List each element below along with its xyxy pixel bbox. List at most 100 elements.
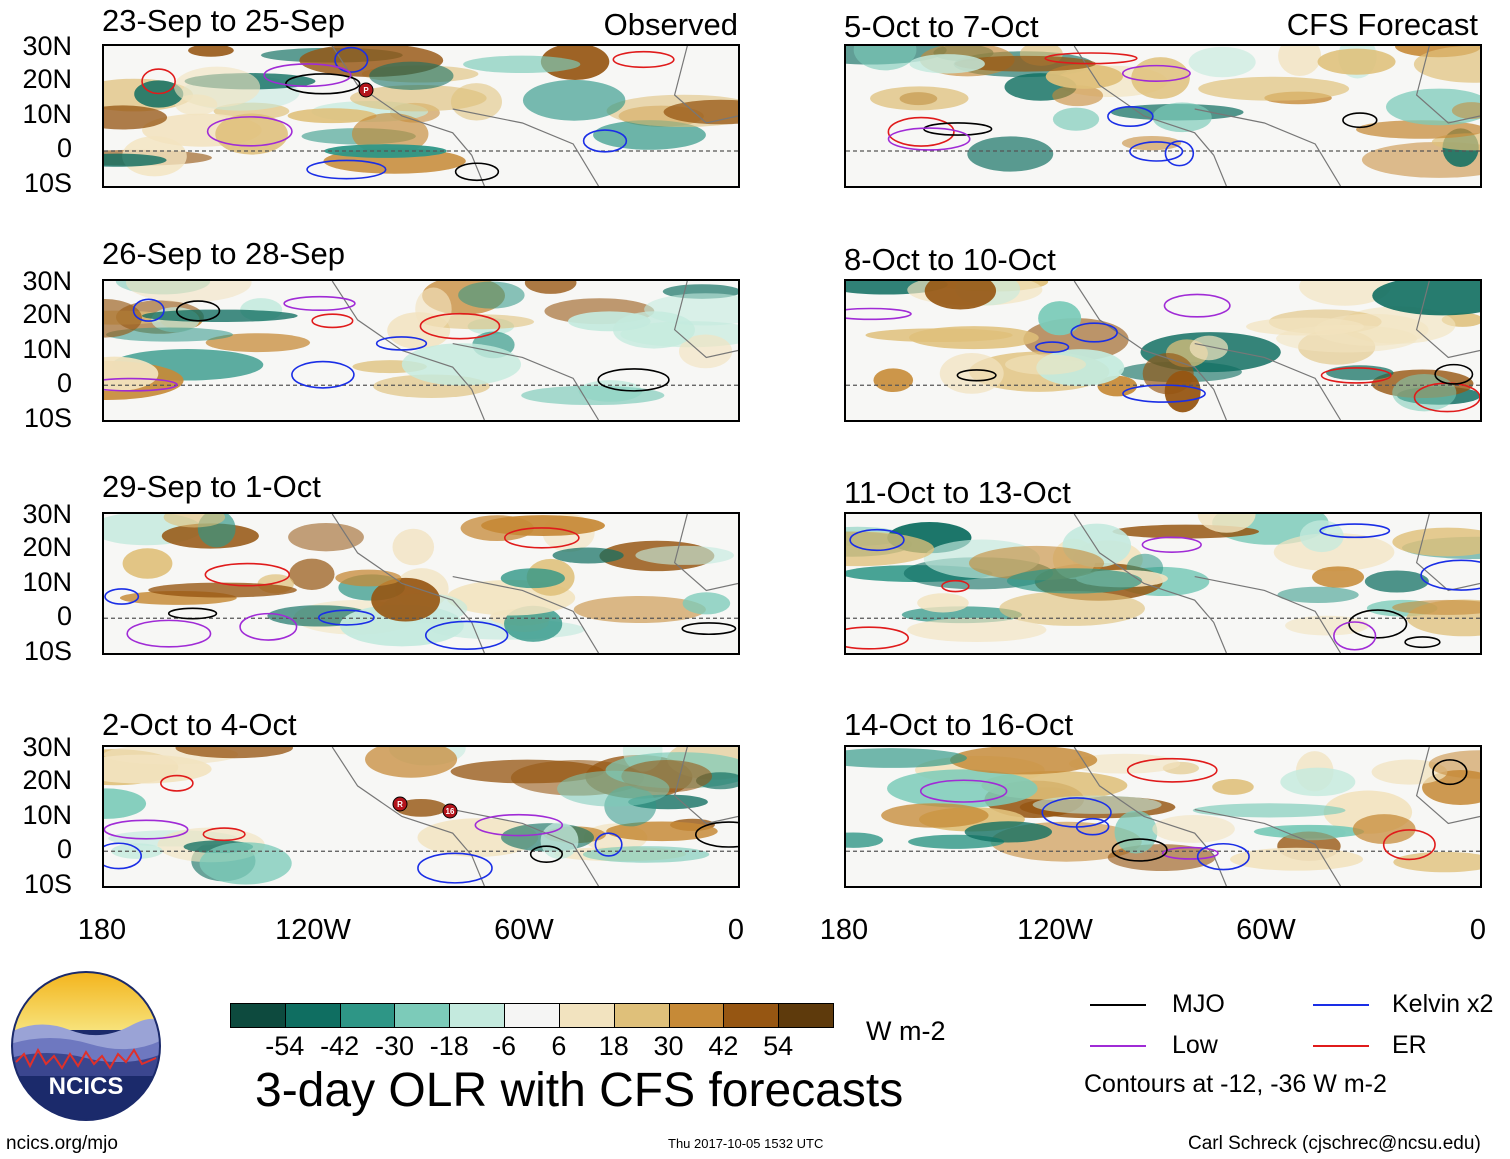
wave-contour: [1075, 817, 1110, 836]
wave-contour: [424, 620, 509, 650]
olr-anomaly-blob: [1393, 851, 1480, 873]
olr-anomaly-blob: [392, 528, 435, 566]
map-panel[interactable]: [102, 512, 740, 655]
map-panel[interactable]: R 16: [102, 745, 740, 888]
olr-anomaly-blob: [1152, 102, 1212, 133]
legend-mjo-label: MJO: [1172, 990, 1225, 1018]
lon-label: 120W: [275, 914, 351, 946]
olr-anomaly-blob: [1006, 568, 1143, 594]
wave-contour: [846, 626, 910, 650]
colorbar-label: 6: [551, 1031, 567, 1061]
olr-anomaly-blob: [1038, 301, 1082, 336]
olr-anomaly-blob: [1121, 135, 1182, 151]
olr-anomaly-blob: [522, 79, 626, 121]
wave-contour: [126, 619, 212, 648]
olr-anomaly-blob: [1198, 76, 1350, 101]
wave-contour: [1382, 829, 1436, 861]
wave-contour: [681, 622, 737, 636]
olr-anomaly-blob: [1197, 514, 1256, 533]
wave-contour: [334, 46, 369, 73]
map-panel[interactable]: [844, 512, 1482, 655]
olr-anomaly-blob: [1246, 317, 1365, 336]
lat-label: 10S: [23, 168, 72, 198]
olr-anomaly-blob: [887, 769, 1038, 808]
olr-anomaly-blob: [568, 311, 651, 332]
wave-contour: [941, 579, 970, 593]
olr-map: [104, 514, 738, 653]
wave-contour: [104, 588, 140, 605]
olr-anomaly-blob: [1392, 599, 1480, 615]
olr-anomaly-blob: [1212, 778, 1254, 795]
panel-title: 5-Oct to 7-Oct: [844, 9, 1039, 44]
olr-anomaly-blob: [106, 327, 233, 342]
wave-contour: [175, 300, 221, 322]
olr-anomaly-blob: [907, 617, 1047, 642]
wave-contour: [1342, 112, 1378, 129]
lat-label: 0: [56, 133, 72, 164]
olr-anomaly-blob: [463, 55, 581, 74]
wave-contour: [1107, 105, 1154, 128]
olr-anomaly-blob: [365, 747, 458, 778]
wave-contour: [1035, 341, 1070, 354]
coastline: [1073, 281, 1480, 420]
olr-anomaly-blob: [1372, 281, 1480, 316]
olr-anomaly-blob: [104, 788, 147, 819]
footer-timestamp: Thu 2017-10-05 1532 UTC: [668, 1136, 824, 1151]
colorbar-label: -30: [374, 1031, 414, 1061]
colorbar-swatch: [230, 1003, 286, 1028]
map-panel[interactable]: [102, 279, 740, 422]
colorbar-label: 54: [763, 1031, 794, 1061]
olr-anomaly-blob: [417, 818, 539, 857]
olr-map: [846, 514, 1480, 653]
wave-contour: [474, 813, 564, 837]
wave-contour: [1161, 846, 1219, 860]
lon-label: 0: [727, 914, 745, 946]
colorbar-units: W m-2: [866, 1016, 946, 1046]
map-panel[interactable]: [844, 44, 1482, 188]
olr-anomaly-blob: [950, 747, 1098, 775]
olr-anomaly-blob: [500, 568, 565, 589]
map-panel[interactable]: P: [102, 44, 740, 188]
footer-author: Carl Schreck (cjschrec@ncsu.edu): [1188, 1133, 1481, 1154]
colorbar-swatch: [668, 1003, 725, 1028]
map-panel[interactable]: [844, 279, 1482, 422]
lat-label: 10S: [23, 636, 72, 666]
wave-contour: [317, 609, 375, 626]
legend-kelvin-label: Kelvin x2: [1392, 990, 1494, 1018]
lon-label: 120W: [1017, 914, 1093, 946]
lat-label: 30N: [22, 499, 72, 529]
wave-contour: [1141, 536, 1202, 553]
map-panel[interactable]: [844, 745, 1482, 888]
olr-anomaly-blob: [422, 314, 535, 330]
olr-anomaly-blob: [846, 832, 884, 848]
lat-label: 30N: [22, 266, 72, 296]
coastline: [1073, 514, 1480, 653]
olr-anomaly-blob: [1045, 64, 1123, 89]
panel-title: 14-Oct to 16-Oct: [844, 707, 1074, 742]
olr-anomaly-blob: [865, 328, 1013, 342]
olr-anomaly-blob: [1189, 335, 1229, 361]
olr-anomaly-blob: [1052, 85, 1104, 107]
colorbar-label: -42: [320, 1031, 360, 1061]
footer-url[interactable]: ncics.org/mjo: [6, 1133, 118, 1154]
olr-anomaly-blob: [450, 83, 502, 121]
olr-anomaly-blob: [999, 590, 1146, 626]
colorbar-label: 18: [598, 1031, 629, 1061]
wave-contour: [285, 73, 361, 95]
wave-contour: [167, 607, 218, 620]
olr-anomaly-blob: [288, 522, 364, 552]
lat-label: 20N: [22, 531, 72, 562]
mjo-legend-line: [1090, 1004, 1146, 1006]
olr-anomaly-blob: [1299, 520, 1344, 553]
lon-label: 60W: [494, 914, 554, 946]
olr-anomaly-blob: [635, 545, 734, 565]
wave-contour: [104, 377, 178, 392]
logo-text: NCICS: [49, 1073, 124, 1100]
olr-anomaly-blob: [582, 846, 710, 863]
olr-anomaly-blob: [870, 86, 969, 111]
olr-anomaly-blob: [289, 558, 335, 590]
wave-contour: [375, 336, 428, 351]
olr-anomaly-blob: [104, 356, 159, 392]
olr-anomaly-blob: [1114, 810, 1158, 854]
contours-note: Contours at -12, -36 W m-2: [1084, 1070, 1387, 1098]
